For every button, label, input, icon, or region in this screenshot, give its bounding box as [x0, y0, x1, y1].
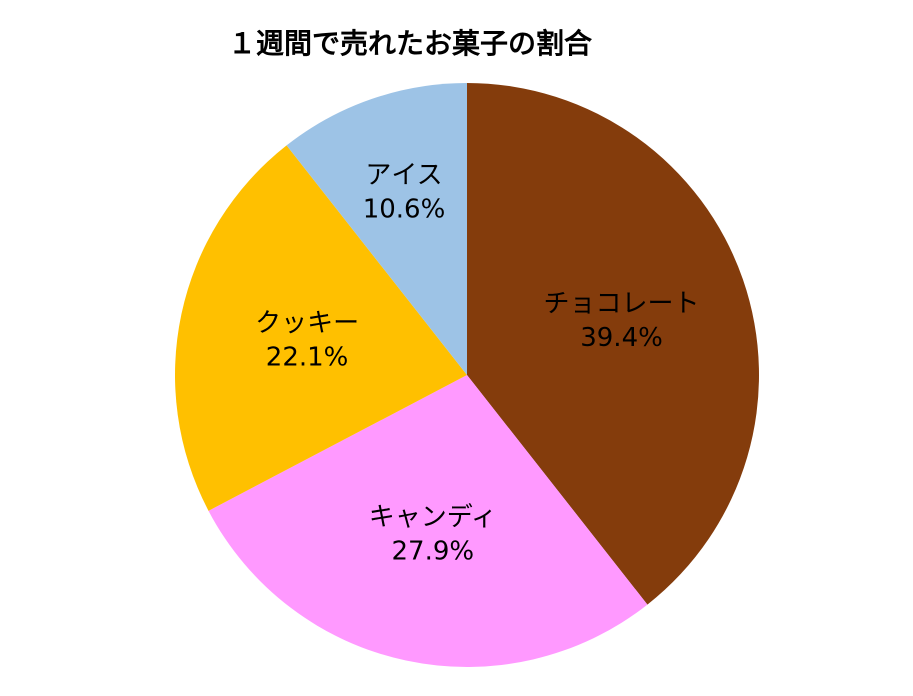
slice-label: アイス	[365, 160, 442, 190]
slice-label: クッキー	[255, 308, 359, 338]
pie-slice	[286, 83, 467, 375]
chart-title: １週間で売れたお菓子の割合	[228, 27, 593, 60]
pie-slice	[175, 145, 467, 511]
pie-slice	[208, 375, 648, 667]
value-label: 10.6%	[363, 194, 446, 224]
pie-slice	[467, 83, 759, 605]
slice-label: チョコレート	[544, 289, 700, 319]
value-label: 39.4%	[580, 323, 663, 353]
value-label: 27.9%	[392, 536, 475, 566]
slice-label: キャンディ	[369, 502, 497, 532]
value-label: 22.1%	[266, 342, 349, 372]
